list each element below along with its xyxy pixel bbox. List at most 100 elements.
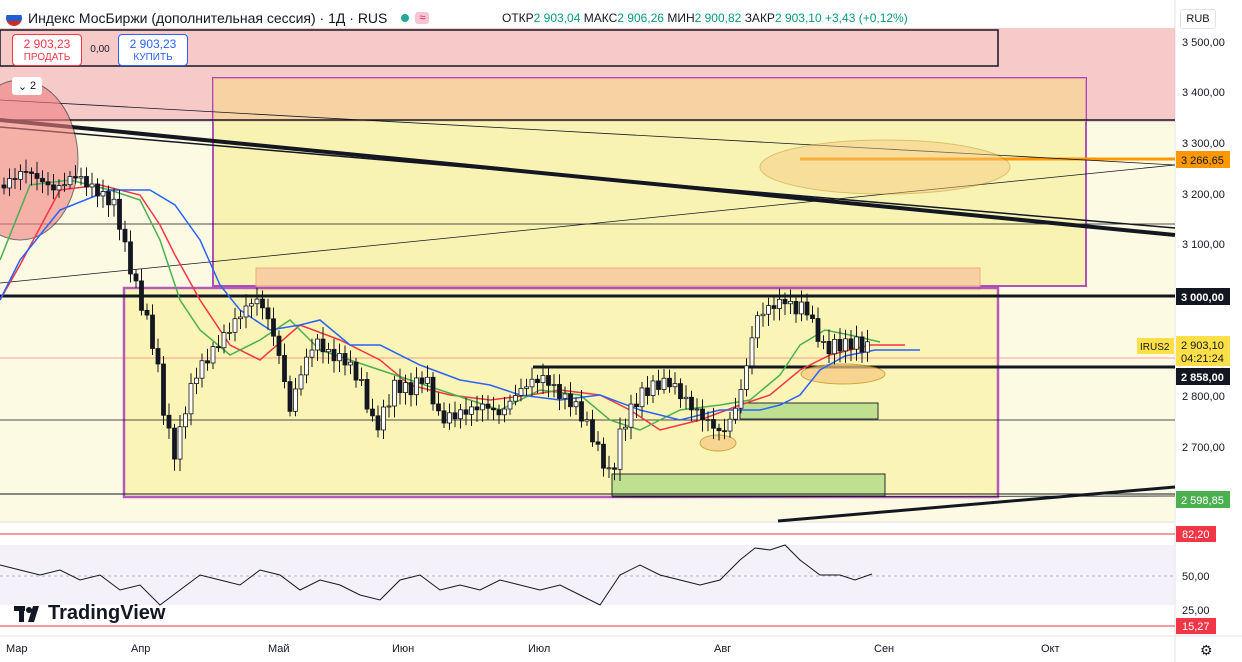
current-price-badge: [1176, 336, 1230, 366]
candle-body: [221, 332, 227, 349]
ohlc-low-value: 2 900,82: [694, 11, 742, 25]
candle-body: [788, 301, 793, 305]
currency-selector[interactable]: RUB: [1180, 9, 1216, 29]
candle-body: [766, 305, 771, 315]
candle-body: [106, 191, 111, 206]
candle-body: [815, 318, 821, 342]
candle-body: [573, 401, 579, 408]
candle-body: [392, 379, 397, 407]
ohlc-open-value: 2 903,04: [533, 11, 581, 25]
sell-price: 2 903,23: [23, 37, 71, 51]
candle-body: [359, 379, 364, 381]
candle-body: [793, 301, 799, 315]
price-scale-label: 2 700,00: [1182, 442, 1225, 454]
candle-body: [733, 407, 738, 420]
candle-body: [342, 353, 348, 366]
candle-body: [661, 377, 667, 390]
candle-body: [744, 365, 749, 390]
candle-body: [238, 316, 243, 320]
candle-body: [249, 303, 254, 307]
candle-body: [469, 406, 474, 415]
symbol-badge: [1137, 338, 1174, 354]
candle-body: [205, 360, 210, 364]
settings-gear-icon[interactable]: ⚙: [1200, 642, 1213, 658]
candle-body: [458, 409, 463, 420]
ellipse-recent[interactable]: [800, 363, 886, 385]
rsi-band: [0, 545, 1175, 605]
candle-body: [139, 280, 144, 311]
candle-body: [386, 405, 392, 408]
candle-body: [447, 412, 452, 424]
candle-body: [771, 305, 777, 309]
candle-body: [540, 375, 546, 384]
wave-icon[interactable]: ≈: [415, 12, 430, 24]
green-support-zone[interactable]: [611, 473, 886, 497]
candle-body: [111, 198, 117, 206]
rsi-upper-text: 82,20: [1182, 529, 1210, 541]
candle-body: [122, 228, 128, 243]
candle-body: [265, 307, 271, 320]
candle-body: [491, 407, 496, 411]
candle-body: [568, 393, 573, 408]
candle-body: [51, 184, 56, 191]
badge-2858-text: 2 858,00: [1181, 372, 1224, 384]
chart-title[interactable]: Индекс МосБиржи (дополнительная сессия) …: [28, 10, 388, 26]
candle-body: [150, 314, 155, 349]
buy-price: 2 903,23: [129, 37, 177, 51]
candle-body: [854, 336, 859, 350]
ellipse-target[interactable]: [759, 139, 1011, 195]
candle-body: [364, 379, 370, 410]
candle-body: [276, 335, 282, 356]
top-black-box[interactable]: [0, 29, 999, 67]
candle-body: [595, 441, 601, 445]
candle-body: [29, 171, 34, 174]
buy-button[interactable]: 2 903,23 КУПИТЬ: [118, 34, 188, 66]
trendline-support[interactable]: [777, 485, 1176, 523]
candle-body: [67, 176, 73, 186]
candle-body: [375, 415, 381, 431]
candle-body: [689, 396, 694, 411]
trendline-thin[interactable]: [0, 99, 1176, 166]
tradingview-logo[interactable]: TradingView: [14, 602, 165, 625]
sell-label: ПРОДАТЬ: [23, 52, 71, 63]
candle-body: [480, 403, 485, 411]
ellipse-low[interactable]: [699, 434, 737, 452]
candle-body: [227, 331, 232, 334]
upper-orange-band[interactable]: [213, 78, 1086, 122]
ohlc-high-value: 2 906,26: [617, 11, 664, 25]
candle-body: [1, 184, 7, 189]
candle-body: [232, 318, 238, 333]
orange-zone[interactable]: [255, 267, 981, 291]
badge-3266-text: 3 266,65: [1181, 155, 1224, 167]
russia-flag-icon: [6, 10, 22, 26]
sell-button[interactable]: 2 903,23 ПРОДАТЬ: [12, 34, 82, 66]
candle-body: [518, 388, 524, 396]
candle-body: [254, 298, 260, 305]
symbol-header[interactable]: Индекс МосБиржи (дополнительная сессия) …: [6, 8, 430, 28]
market-status-icon[interactable]: [401, 14, 410, 22]
candle-body: [441, 410, 447, 424]
candle-body: [672, 383, 678, 388]
trendline-rising[interactable]: [0, 164, 1176, 284]
candle-body: [177, 426, 183, 460]
indicators-toggle[interactable]: ⌄ 2: [12, 77, 42, 95]
candle-body: [381, 406, 386, 431]
candle-body: [348, 361, 353, 366]
candle-body: [18, 171, 23, 180]
candle-body: [84, 176, 89, 188]
candle-body: [782, 298, 788, 305]
candle-body: [859, 336, 865, 353]
ma-mid-line: [0, 179, 881, 431]
candle-body: [562, 393, 568, 399]
candle-body: [161, 363, 166, 416]
green-zone-small[interactable]: [739, 402, 879, 420]
rsi-lower-text: 15,27: [1182, 621, 1210, 633]
candle-body: [524, 386, 529, 389]
candle-body: [304, 356, 309, 376]
trendline-support-thin[interactable]: [611, 495, 1176, 498]
logo-text: TradingView: [48, 602, 166, 624]
trendline[interactable]: [0, 126, 1176, 229]
candle-body: [650, 380, 656, 396]
ohlc-close-label: ЗАКР: [744, 11, 775, 25]
